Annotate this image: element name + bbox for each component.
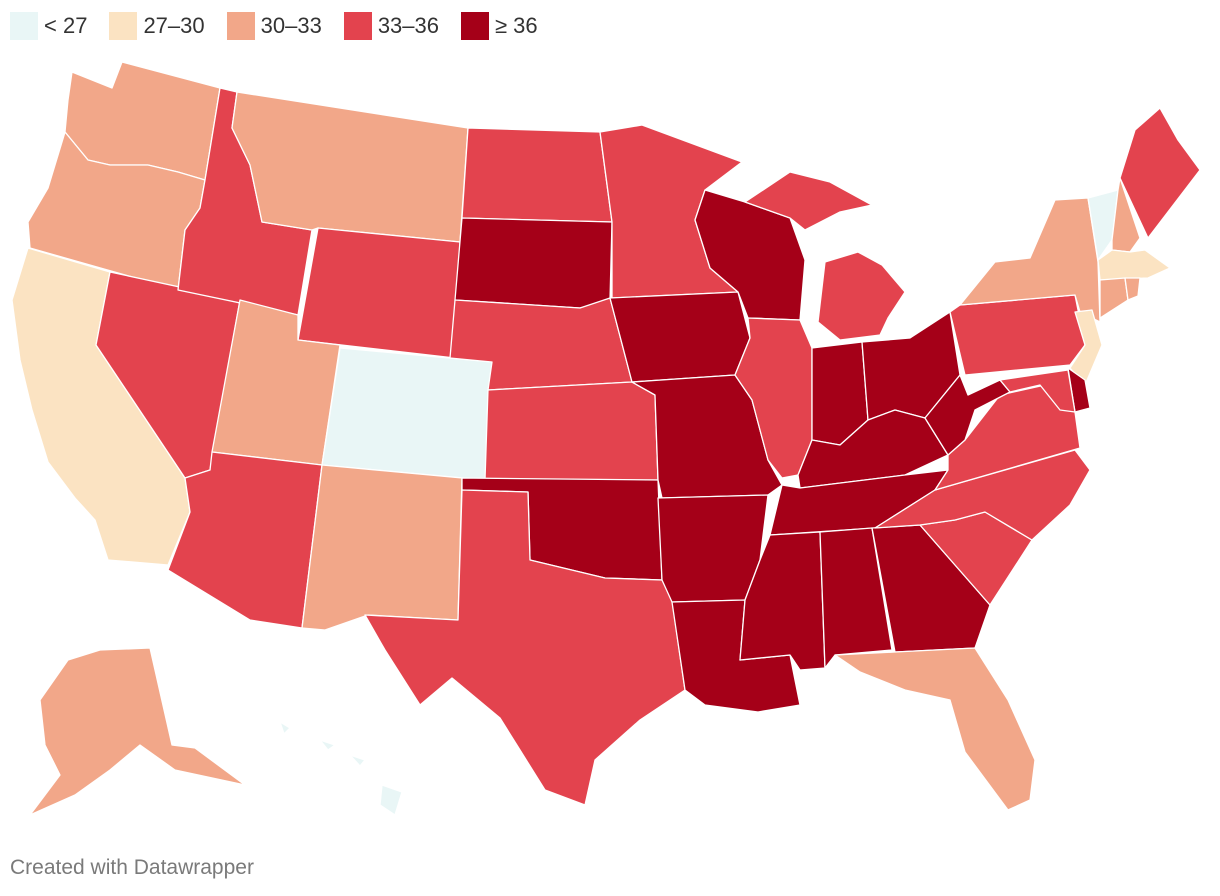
state-ND[interactable]	[461, 127, 613, 223]
legend-label: 33–36	[377, 13, 439, 38]
state-AZ[interactable]	[167, 451, 323, 629]
state-WY[interactable]	[297, 227, 461, 359]
state-CT[interactable]	[1099, 277, 1129, 319]
legend-item-30-33: 30–33	[226, 12, 322, 40]
legend-label: < 27	[44, 13, 88, 38]
state-FL[interactable]	[834, 647, 1036, 811]
legend: < 27 27–30 30–33 33–36 ≥ 36	[10, 12, 560, 40]
state-RI[interactable]	[1124, 277, 1141, 301]
state-MD[interactable]	[999, 369, 1076, 413]
state-TX[interactable]	[364, 489, 686, 806]
state-HI[interactable]	[279, 721, 403, 816]
state-CO[interactable]	[321, 347, 493, 481]
legend-swatch	[461, 12, 489, 40]
legend-item-gte36: ≥ 36	[461, 12, 538, 40]
legend-label: 30–33	[260, 13, 322, 38]
state-MT[interactable]	[231, 91, 469, 243]
state-IA[interactable]	[609, 291, 751, 383]
state-NC[interactable]	[874, 449, 1091, 541]
credit-text: Created with Datawrapper	[10, 856, 254, 879]
state-AL[interactable]	[819, 527, 893, 669]
legend-item-33-36: 33–36	[343, 12, 439, 40]
legend-swatch	[343, 12, 372, 40]
legend-item-27-30: 27–30	[109, 12, 205, 40]
state-MI[interactable]	[744, 171, 906, 341]
state-PA[interactable]	[949, 294, 1086, 376]
state-MA[interactable]	[1097, 249, 1171, 281]
legend-item-lt27: < 27	[10, 12, 87, 40]
legend-swatch	[109, 12, 138, 40]
state-AK[interactable]	[29, 647, 246, 816]
us-choropleth-map	[11, 61, 1201, 816]
state-ME[interactable]	[1119, 107, 1201, 239]
state-SD[interactable]	[454, 217, 613, 309]
state-KS[interactable]	[484, 381, 659, 481]
legend-swatch	[226, 12, 255, 40]
legend-label: 27–30	[143, 13, 205, 38]
legend-label: ≥ 36	[495, 13, 538, 38]
state-IL[interactable]	[734, 317, 813, 479]
legend-swatch	[10, 12, 38, 40]
state-NM[interactable]	[301, 464, 463, 631]
